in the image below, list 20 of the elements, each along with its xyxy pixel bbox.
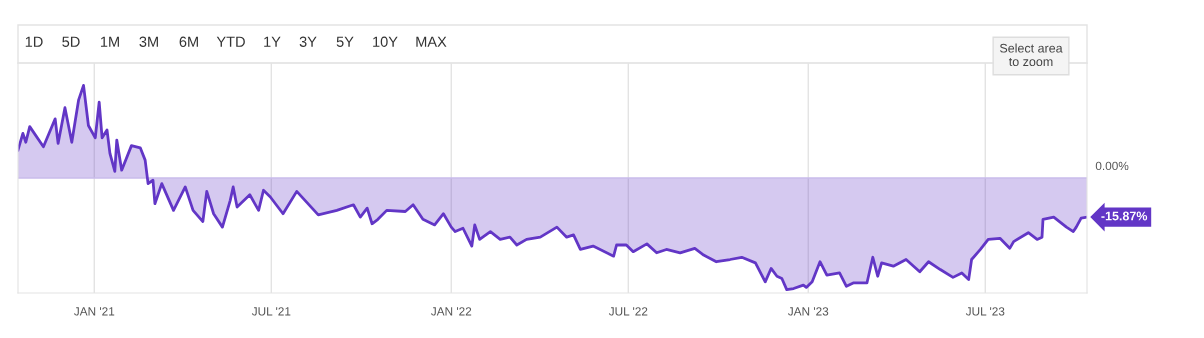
x-tick-label: JAN '23 [787, 307, 829, 316]
text: 1D [25, 36, 43, 47]
text: 5Y [336, 36, 354, 47]
text: 5D [62, 36, 80, 47]
text: 3M [139, 36, 158, 47]
ref-line-label: 0.00% [1095, 161, 1129, 171]
text: 6M [179, 36, 198, 47]
text: 3Y [299, 36, 317, 47]
x-tick-label: JUL '22 [608, 307, 648, 316]
text: 1Y [264, 36, 281, 47]
x-tick-label: JAN '21 [73, 307, 115, 316]
text: 10Y [373, 36, 398, 47]
text: YTD [216, 36, 245, 47]
x-tick-label: JUL '21 [251, 307, 291, 316]
text: Select area to zoom [999, 43, 1063, 67]
annotation: -15.87% [1101, 211, 1148, 221]
x-tick-label: JAN '22 [430, 307, 472, 316]
text: MAX [416, 36, 447, 47]
x-tick-label: JUL '23 [965, 307, 1005, 316]
text: 1M [100, 36, 119, 47]
